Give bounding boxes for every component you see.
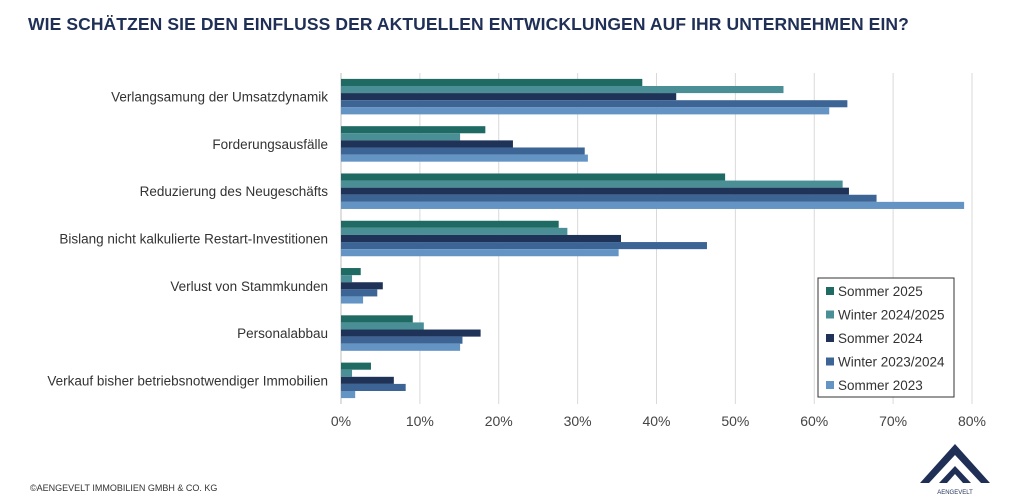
- legend-box: [817, 277, 955, 398]
- bar: [341, 180, 843, 188]
- category-label: Verlangsamung der Umsatzdynamik: [111, 90, 328, 105]
- bar: [341, 362, 371, 370]
- category-label: Verkauf bisher betriebsnotwendiger Immob…: [47, 373, 328, 388]
- x-tick-label: 60%: [800, 413, 828, 429]
- category-label: Reduzierung des Neugeschäfts: [140, 184, 329, 199]
- bar: [341, 140, 513, 148]
- bar: [341, 93, 677, 101]
- bar: [341, 343, 461, 351]
- category-label: Personalabbau: [237, 326, 328, 341]
- x-tick-label: 20%: [485, 413, 513, 429]
- bar: [341, 187, 849, 195]
- legend-swatch: [826, 310, 834, 319]
- legend-label: Sommer 2024: [838, 331, 923, 346]
- bar: [341, 78, 643, 86]
- bar: [341, 100, 848, 108]
- legend-swatch: [826, 357, 834, 366]
- legend-label: Sommer 2023: [838, 378, 923, 393]
- x-tick-label: 40%: [642, 413, 670, 429]
- bar: [341, 242, 707, 250]
- bar: [341, 322, 424, 330]
- category-label: Verlust von Stammkunden: [170, 279, 328, 294]
- legend-swatch: [826, 334, 834, 342]
- bar: [341, 220, 559, 228]
- bar: [341, 154, 588, 162]
- bar: [341, 194, 877, 202]
- bar: [341, 282, 383, 290]
- bar: [341, 296, 364, 304]
- copyright-footer: ©AENGEVELT IMMOBILIEN GMBH & CO. KG: [30, 483, 218, 493]
- bar: [341, 383, 406, 392]
- x-tick-label: 50%: [721, 413, 749, 429]
- category-label: Bislang nicht kalkulierte Restart-Invest…: [59, 232, 328, 247]
- bar: [341, 369, 353, 377]
- bar: [341, 289, 378, 297]
- bar: [341, 336, 463, 344]
- bar: [341, 227, 568, 235]
- bar: [341, 201, 965, 209]
- x-tick-label: 80%: [958, 413, 986, 429]
- bar: [341, 315, 413, 323]
- aengevelt-logo: AENGEVELT: [920, 444, 990, 496]
- bar: [341, 133, 461, 141]
- bar: [341, 147, 585, 155]
- x-tick-label: 70%: [879, 413, 907, 429]
- category-label: Forderungsausfälle: [212, 137, 328, 152]
- bar: [341, 376, 394, 384]
- bar: [341, 126, 486, 134]
- bar: [341, 329, 481, 337]
- bar: [341, 249, 619, 257]
- legend-swatch: [826, 287, 834, 295]
- x-tick-label: 0%: [331, 413, 351, 429]
- svg-text:AENGEVELT: AENGEVELT: [937, 490, 973, 496]
- legend-label: Sommer 2025: [838, 284, 923, 299]
- x-tick-label: 10%: [406, 413, 434, 429]
- x-tick-label: 30%: [564, 413, 592, 429]
- bar: [341, 173, 726, 181]
- bar: [341, 275, 353, 283]
- legend-swatch: [826, 381, 834, 389]
- bar-chart: 0% 10% 20% 30% 40% 50% 60% 70% 80% Verlangsamung …: [47, 73, 986, 429]
- bar: [341, 85, 784, 94]
- chart-title: WIE SCHÄTZEN SIE DEN EINFLUSS DER AKTUEL…: [28, 14, 909, 34]
- legend-label: Winter 2024/2025: [838, 308, 945, 323]
- legend-label: Winter 2023/2024: [838, 355, 945, 370]
- bar: [341, 234, 622, 243]
- bar: [341, 391, 356, 399]
- bar: [341, 268, 361, 276]
- bar: [341, 107, 830, 115]
